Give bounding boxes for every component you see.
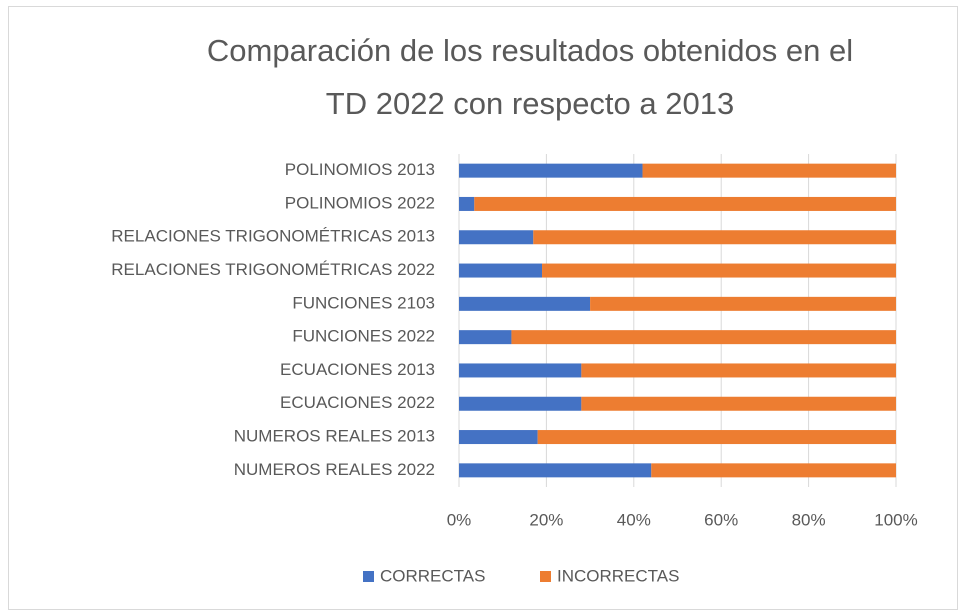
bar <box>459 463 652 478</box>
legend-label: CORRECTAS <box>380 566 485 585</box>
x-tick-label: 100% <box>874 510 917 529</box>
bar <box>459 163 643 178</box>
legend-swatch <box>540 571 551 582</box>
bar <box>459 363 582 378</box>
bar <box>581 396 896 411</box>
y-tick-label: NUMEROS REALES 2013 <box>234 427 435 446</box>
y-tick-label: NUMEROS REALES 2022 <box>234 460 435 479</box>
y-tick-label: FUNCIONES 2022 <box>292 327 435 346</box>
legend-label: INCORRECTAS <box>557 566 679 585</box>
x-tick-label: 0% <box>447 510 472 529</box>
chart-title: Comparación de los resultados obtenidos … <box>206 33 854 121</box>
y-tick-label: ECUACIONES 2022 <box>280 393 435 412</box>
bar <box>511 330 896 345</box>
y-tick-label: RELACIONES TRIGONOMÉTRICAS 2022 <box>111 260 435 279</box>
bar <box>474 196 896 211</box>
x-tick-label: 60% <box>704 510 738 529</box>
bar <box>459 430 538 445</box>
bar <box>459 296 591 311</box>
bar <box>459 263 543 278</box>
y-tick-label: POLINOMIOS 2013 <box>285 160 435 179</box>
bar <box>542 263 896 278</box>
x-tick-label: 20% <box>529 510 563 529</box>
y-tick-label: FUNCIONES 2103 <box>292 293 435 312</box>
bar <box>590 296 896 311</box>
chart-frame <box>8 6 958 610</box>
bar <box>581 363 896 378</box>
legend-swatch <box>363 571 374 582</box>
bar <box>642 163 896 178</box>
bar <box>459 196 475 211</box>
x-tick-label: 80% <box>792 510 826 529</box>
bar <box>651 463 896 478</box>
bar <box>459 230 534 245</box>
bar <box>537 430 896 445</box>
bar <box>533 230 896 245</box>
bar <box>459 396 582 411</box>
bar <box>459 330 512 345</box>
y-tick-label: ECUACIONES 2013 <box>280 360 435 379</box>
y-tick-label: POLINOMIOS 2022 <box>285 193 435 212</box>
x-tick-label: 40% <box>617 510 651 529</box>
y-tick-label: RELACIONES TRIGONOMÉTRICAS 2013 <box>111 227 435 246</box>
